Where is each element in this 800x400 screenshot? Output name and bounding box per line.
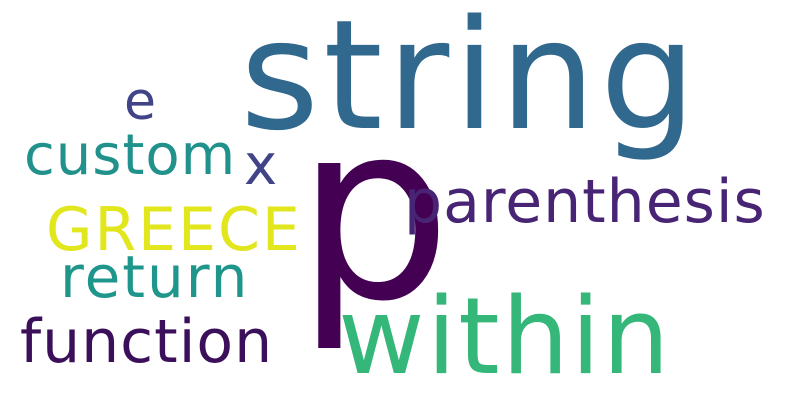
word-p: p [296,70,452,355]
word-return: return [60,243,250,311]
word-greece: GREECE [46,195,302,265]
word-x: x [244,133,278,198]
word-custom: custom [24,123,237,188]
word-e: e [124,72,156,132]
word-parenthesis: parenthesis [404,167,766,237]
word-function: function [20,307,274,377]
word-string: string [240,0,701,164]
word-within: within [338,275,672,398]
